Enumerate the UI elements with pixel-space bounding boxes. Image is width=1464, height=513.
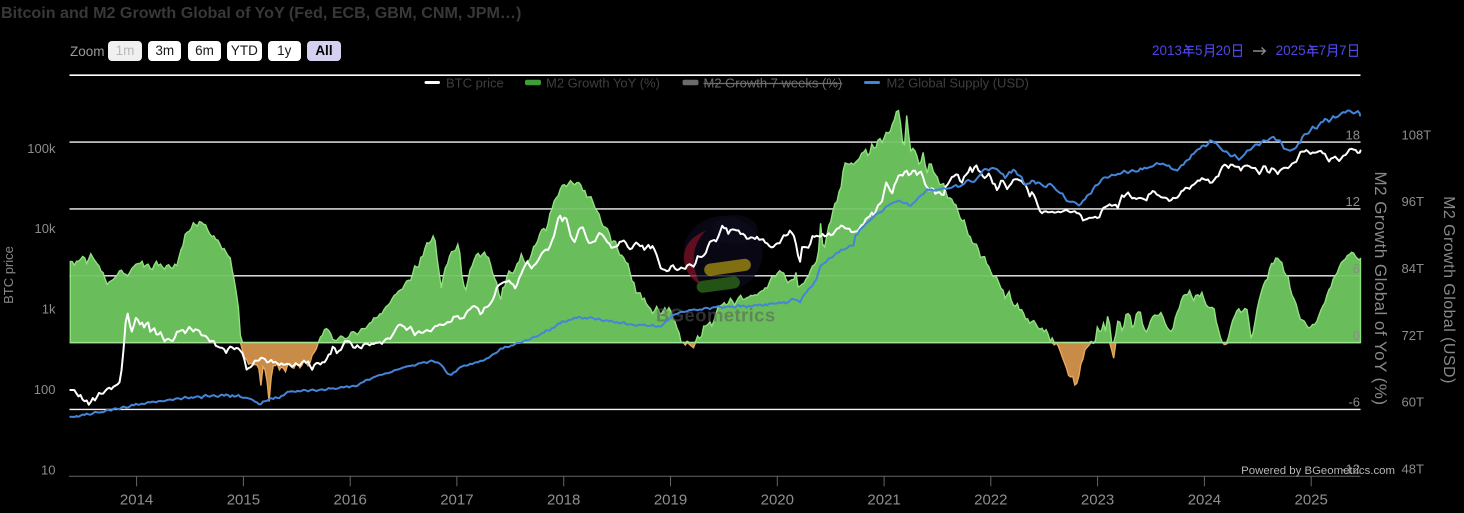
svg-text:M2 Growth Global (USD): M2 Growth Global (USD) bbox=[1440, 196, 1457, 384]
svg-text:M2 Growth Global of YoY (%): M2 Growth Global of YoY (%) bbox=[1371, 172, 1390, 406]
svg-text:2020: 2020 bbox=[761, 492, 794, 509]
svg-text:100k: 100k bbox=[27, 141, 56, 156]
svg-text:Powered by BGeometrics.com: Powered by BGeometrics.com bbox=[1241, 465, 1395, 477]
svg-text:2015: 2015 bbox=[227, 492, 260, 509]
svg-text:100: 100 bbox=[34, 382, 56, 397]
svg-text:10: 10 bbox=[41, 462, 55, 477]
svg-text:-12: -12 bbox=[1341, 462, 1360, 477]
svg-text:72T: 72T bbox=[1402, 328, 1424, 343]
svg-text:96T: 96T bbox=[1402, 194, 1424, 209]
svg-text:-6: -6 bbox=[1348, 395, 1360, 410]
svg-text:2014: 2014 bbox=[120, 492, 153, 509]
svg-text:18: 18 bbox=[1346, 127, 1360, 142]
svg-text:2019: 2019 bbox=[654, 492, 687, 509]
svg-text:M2 Global Supply (USD): M2 Global Supply (USD) bbox=[887, 76, 1029, 91]
svg-text:2021: 2021 bbox=[867, 492, 900, 509]
svg-text:2025: 2025 bbox=[1295, 492, 1328, 509]
svg-text:M2 Growth 7 weeks (%): M2 Growth 7 weeks (%) bbox=[704, 76, 843, 91]
svg-text:2024: 2024 bbox=[1188, 492, 1221, 509]
svg-text:1k: 1k bbox=[42, 302, 56, 317]
svg-text:84T: 84T bbox=[1402, 261, 1424, 276]
svg-text:48T: 48T bbox=[1402, 462, 1424, 477]
svg-text:2016: 2016 bbox=[334, 492, 367, 509]
svg-text:2022: 2022 bbox=[974, 492, 1007, 509]
svg-text:6: 6 bbox=[1353, 261, 1360, 276]
svg-text:M2 Growth YoY (%): M2 Growth YoY (%) bbox=[546, 76, 660, 91]
svg-text:108T: 108T bbox=[1402, 127, 1432, 142]
svg-text:BTC price: BTC price bbox=[1, 246, 16, 304]
svg-text:10k: 10k bbox=[35, 221, 56, 236]
svg-text:BGeometrics: BGeometrics bbox=[656, 305, 776, 326]
svg-text:0: 0 bbox=[1353, 328, 1360, 343]
svg-text:12: 12 bbox=[1346, 194, 1360, 209]
svg-text:60T: 60T bbox=[1402, 395, 1424, 410]
svg-text:BTC price: BTC price bbox=[446, 76, 504, 91]
svg-text:2023: 2023 bbox=[1081, 492, 1114, 509]
svg-text:2017: 2017 bbox=[440, 492, 473, 509]
svg-text:2018: 2018 bbox=[547, 492, 580, 509]
